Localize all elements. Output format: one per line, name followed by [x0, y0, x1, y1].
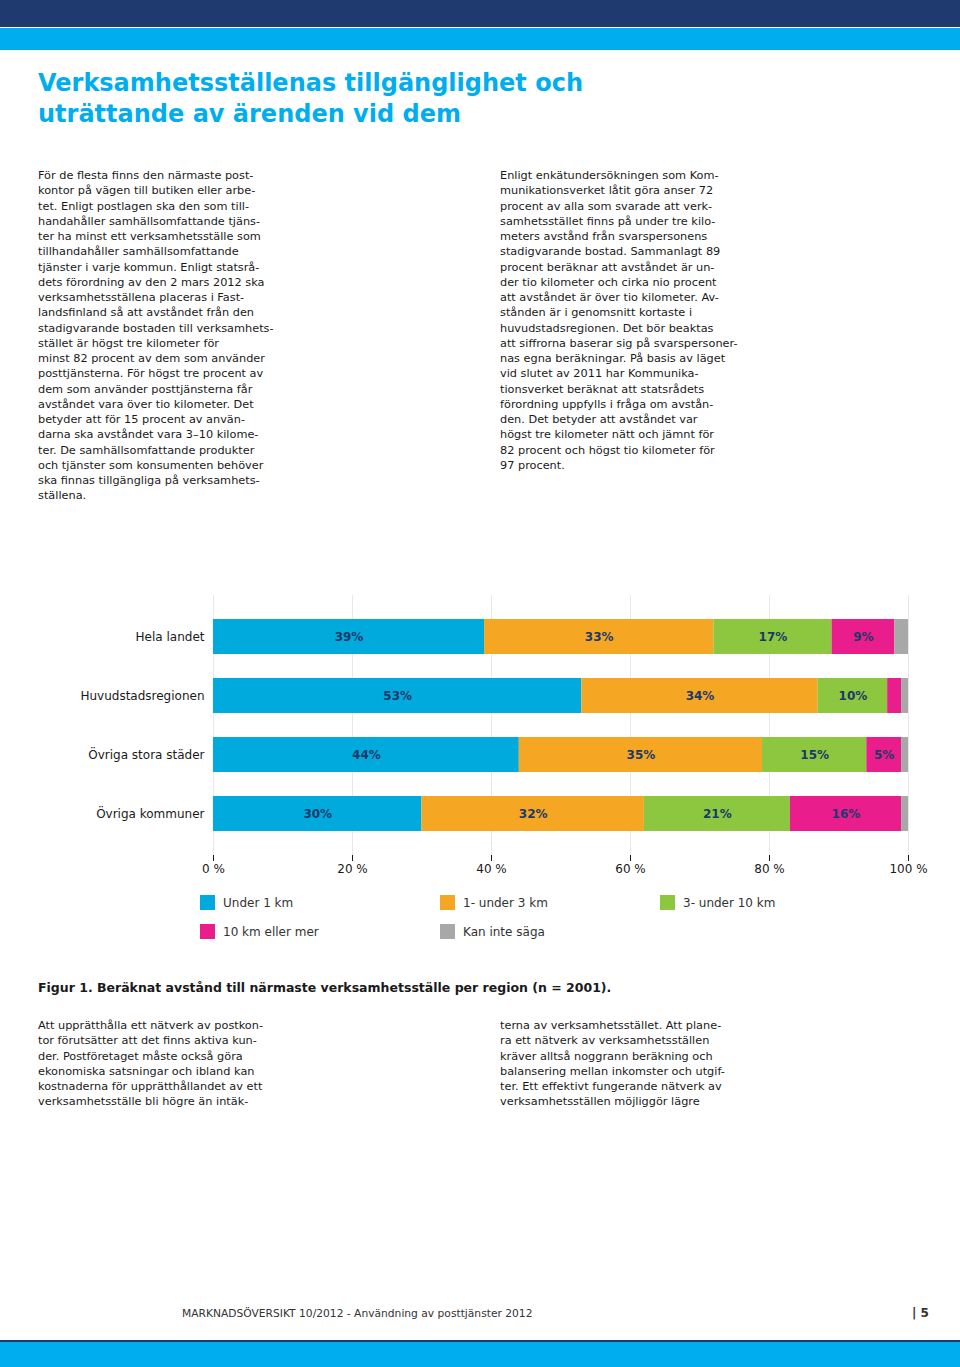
svg-text:5%: 5%	[874, 748, 894, 762]
html-text:Att upprätthålla ett nätverk a: Att upprätthålla ett nätverk av postkon-…	[38, 1019, 263, 1109]
svg-text:10%: 10%	[839, 689, 868, 703]
svg-text:Hela landet: Hela landet	[136, 630, 205, 644]
svg-text:9%: 9%	[853, 630, 873, 644]
html-text:terna av verksamhetsstället. A: terna av verksamhetsstället. Att plane- …	[500, 1019, 725, 1109]
html-text:1- under 3 km: 1- under 3 km	[463, 895, 548, 910]
svg-text:39%: 39%	[335, 630, 364, 644]
html-text:MARKNADSÖVERSIKT 10/2012 - Anv: MARKNADSÖVERSIKT 10/2012 - Användning av…	[182, 1307, 533, 1320]
svg-text:Övriga kommuner: Övriga kommuner	[96, 805, 204, 821]
html-text:Kan inte säga: Kan inte säga	[463, 924, 545, 939]
svg-text:80 %: 80 %	[754, 862, 785, 876]
svg-text:0 %: 0 %	[202, 862, 225, 876]
html-text:10 km eller mer: 10 km eller mer	[223, 924, 319, 939]
svg-text:34%: 34%	[686, 689, 715, 703]
svg-text:33%: 33%	[585, 630, 614, 644]
html-text:Figur 1. Beräknat avstånd till: Figur 1. Beräknat avstånd till närmaste …	[38, 980, 612, 995]
html-text:| 5: | 5	[912, 1306, 929, 1320]
svg-text:Huvudstadsregionen: Huvudstadsregionen	[80, 689, 204, 703]
svg-text:40 %: 40 %	[476, 862, 507, 876]
svg-text:53%: 53%	[383, 689, 412, 703]
svg-text:20 %: 20 %	[337, 862, 368, 876]
svg-text:15%: 15%	[800, 748, 829, 762]
svg-text:32%: 32%	[519, 807, 548, 821]
html-text:Verksamhetsställenas tillgängl: Verksamhetsställenas tillgänglighet och …	[38, 69, 583, 129]
svg-text:30%: 30%	[303, 807, 332, 821]
svg-text:60 %: 60 %	[615, 862, 646, 876]
svg-text:35%: 35%	[627, 748, 656, 762]
svg-text:100 %: 100 %	[889, 862, 927, 876]
svg-text:17%: 17%	[759, 630, 788, 644]
svg-text:16%: 16%	[832, 807, 861, 821]
html-text:Under 1 km: Under 1 km	[223, 895, 294, 910]
html-text:Enligt enkätundersökningen som: Enligt enkätundersökningen som Kom- muni…	[500, 169, 738, 472]
svg-text:21%: 21%	[703, 807, 732, 821]
svg-text:44%: 44%	[352, 748, 381, 762]
svg-text:Övriga stora städer: Övriga stora städer	[88, 746, 204, 762]
html-text:För de flesta finns den närmas: För de flesta finns den närmaste post- k…	[38, 169, 274, 503]
html-text:3- under 10 km: 3- under 10 km	[683, 895, 776, 910]
